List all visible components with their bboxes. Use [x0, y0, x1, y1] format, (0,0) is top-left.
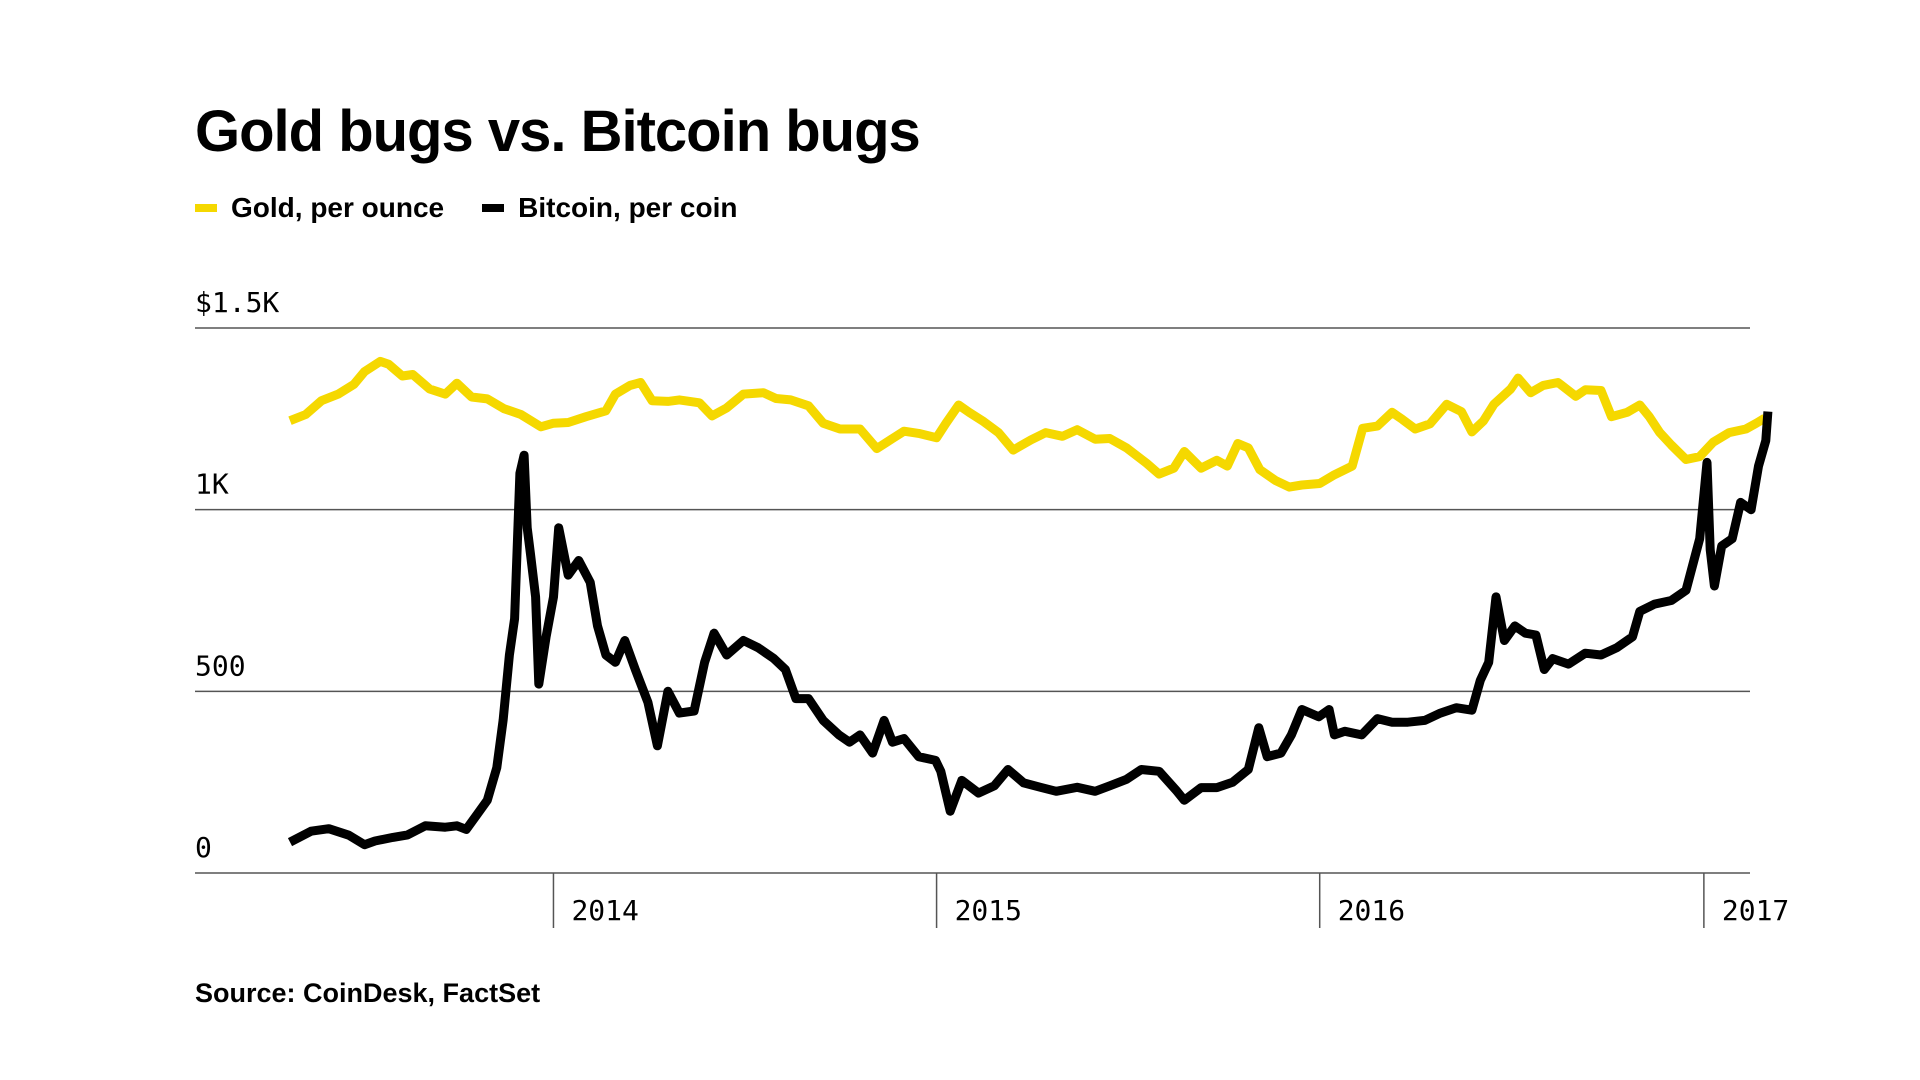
series-line-bitcoin	[287, 411, 1773, 850]
series-lines	[287, 356, 1773, 850]
legend-label-gold: Gold, per ounce	[231, 192, 445, 223]
legend: Gold, per ounce Bitcoin, per coin	[195, 192, 776, 224]
legend-label-bitcoin: Bitcoin, per coin	[518, 192, 738, 223]
legend-item-bitcoin: Bitcoin, per coin	[482, 192, 738, 224]
x-tick-label: 2017	[1722, 894, 1789, 927]
y-axis-ticks: 0 500 1K $1.5K	[195, 286, 279, 864]
x-tick-label: 2014	[571, 894, 638, 927]
x-tick-label: 2015	[955, 894, 1022, 927]
x-tick-label: 2016	[1338, 894, 1405, 927]
y-tick-label: 0	[195, 831, 212, 864]
gridlines	[195, 327, 1750, 874]
source-note: Source: CoinDesk, FactSet	[195, 978, 541, 1008]
y-tick-label: 500	[195, 649, 246, 682]
series-line-gold	[288, 356, 1768, 492]
legend-item-gold: Gold, per ounce	[195, 192, 444, 224]
bitcoin-swatch	[482, 204, 505, 212]
y-tick-label: $1.5K	[195, 286, 279, 319]
x-axis-ticks: 2014 2015 2016 2017	[552, 873, 1789, 928]
gold-swatch	[195, 204, 217, 212]
y-tick-label: 1K	[195, 468, 229, 501]
chart-title: Gold bugs vs. Bitcoin bugs	[195, 99, 921, 164]
